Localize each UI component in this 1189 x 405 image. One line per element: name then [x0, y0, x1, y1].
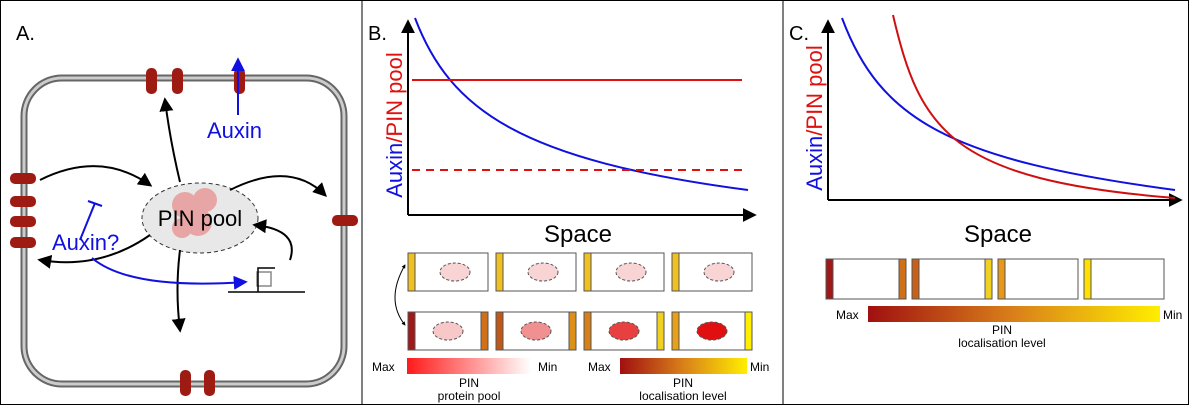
legend-min: Min [538, 360, 557, 374]
cell-row-bottom [408, 312, 752, 350]
y-axis-label: Auxin/PIN pool [382, 52, 407, 198]
x-axis-label: Space [964, 221, 1032, 248]
figure: A. PIN pool Auxin Auxin? B. Auxin/PIN po… [0, 0, 1189, 405]
panel-label: A. [16, 23, 35, 45]
cell-row-top [408, 253, 752, 291]
loc-gradient [620, 358, 747, 374]
legend-max: Max [588, 360, 611, 374]
pool-gradient [407, 358, 531, 374]
legend-min: Min [1163, 308, 1182, 322]
panel-a: A. PIN pool Auxin Auxin? [10, 23, 358, 396]
auxin-question-label: Auxin? [52, 230, 119, 255]
panel-b: B. Auxin/PIN pool Space Max Min PIN prot… [368, 18, 769, 403]
legend-title: PIN [992, 323, 1012, 337]
x-axis-label: Space [544, 221, 612, 248]
legend-min: Min [750, 360, 769, 374]
legend-max: Max [836, 308, 859, 322]
row-arrow [395, 265, 405, 325]
pin-curve [893, 15, 1175, 198]
y-label-pin: /PIN pool [382, 52, 407, 143]
y-label-pin: /PIN pool [802, 45, 827, 136]
panel-c: C. Auxin/PIN pool Space Max Min PIN loca… [789, 15, 1182, 350]
legend-subtitle: localisation level [639, 389, 726, 403]
panel-label: C. [789, 23, 809, 45]
y-label-auxin: Auxin [382, 143, 407, 198]
y-label-auxin: Auxin [802, 136, 827, 191]
panel-label: B. [368, 23, 387, 45]
legend-title: PIN [459, 376, 479, 390]
auxin-label: Auxin [207, 118, 262, 143]
pin-pool-label: PIN pool [158, 206, 242, 231]
legend-subtitle: localisation level [958, 336, 1045, 350]
legend-max: Max [372, 360, 395, 374]
auxin-curve [415, 18, 748, 190]
cell-row [826, 259, 1164, 299]
legend-title: PIN [673, 376, 693, 390]
loc-gradient [868, 306, 1160, 322]
y-axis-label: Auxin/PIN pool [802, 45, 827, 191]
legend-subtitle: protein pool [438, 389, 501, 403]
auxin-curve [842, 18, 1175, 190]
